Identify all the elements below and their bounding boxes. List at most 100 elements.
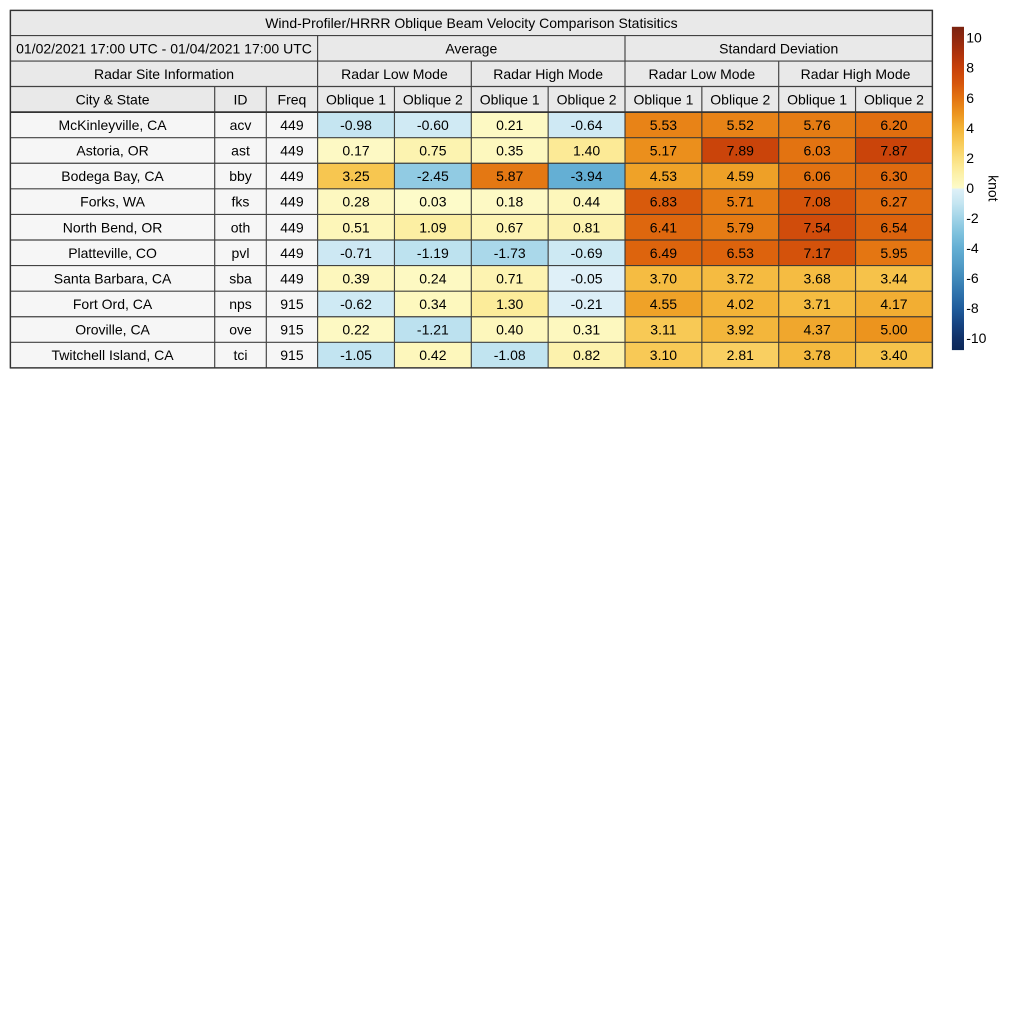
svg-text:6.49: 6.49	[650, 245, 677, 261]
svg-text:4.17: 4.17	[880, 296, 907, 312]
svg-text:pvl: pvl	[232, 245, 250, 261]
svg-text:-0.71: -0.71	[340, 245, 372, 261]
svg-text:tci: tci	[234, 347, 248, 363]
svg-text:Average: Average	[445, 40, 497, 56]
svg-text:7.87: 7.87	[880, 143, 907, 159]
svg-text:ast: ast	[231, 143, 250, 159]
svg-text:0.21: 0.21	[496, 117, 523, 133]
svg-text:01/02/2021 17:00 UTC - 01/04/2: 01/02/2021 17:00 UTC - 01/04/2021 17:00 …	[16, 40, 312, 56]
svg-text:bby: bby	[229, 168, 252, 184]
svg-text:0.03: 0.03	[419, 194, 446, 210]
svg-text:-0.60: -0.60	[417, 117, 449, 133]
svg-text:Forks, WA: Forks, WA	[80, 194, 145, 210]
svg-text:3.72: 3.72	[727, 270, 754, 286]
svg-text:449: 449	[280, 117, 304, 133]
svg-text:6.06: 6.06	[803, 168, 830, 184]
svg-text:Oblique 1: Oblique 1	[787, 91, 847, 107]
svg-text:fks: fks	[232, 194, 250, 210]
svg-text:8: 8	[966, 60, 974, 76]
svg-text:Oblique 1: Oblique 1	[633, 91, 693, 107]
svg-text:Freq: Freq	[278, 91, 307, 107]
svg-text:5.17: 5.17	[650, 143, 677, 159]
svg-text:0.17: 0.17	[342, 143, 369, 159]
svg-text:0.81: 0.81	[573, 219, 600, 235]
svg-text:Twitchell Island, CA: Twitchell Island, CA	[51, 347, 174, 363]
svg-text:3.68: 3.68	[803, 270, 830, 286]
svg-text:3.78: 3.78	[803, 347, 830, 363]
svg-text:5.87: 5.87	[496, 168, 523, 184]
svg-text:Oblique 2: Oblique 2	[403, 91, 463, 107]
svg-text:7.17: 7.17	[803, 245, 830, 261]
svg-text:0.34: 0.34	[419, 296, 446, 312]
svg-text:0.24: 0.24	[419, 270, 446, 286]
svg-text:0.28: 0.28	[342, 194, 369, 210]
svg-text:1.30: 1.30	[496, 296, 523, 312]
svg-text:449: 449	[280, 245, 304, 261]
svg-text:Wind-Profiler/HRRR Oblique Bea: Wind-Profiler/HRRR Oblique Beam Velocity…	[265, 15, 677, 31]
svg-text:Oblique 2: Oblique 2	[710, 91, 770, 107]
svg-text:-0.64: -0.64	[571, 117, 603, 133]
svg-text:0.71: 0.71	[496, 270, 523, 286]
svg-text:0.82: 0.82	[573, 347, 600, 363]
svg-text:-0.05: -0.05	[571, 270, 603, 286]
svg-text:Bodega Bay, CA: Bodega Bay, CA	[61, 168, 164, 184]
svg-text:0.40: 0.40	[496, 322, 523, 338]
svg-text:-1.05: -1.05	[340, 347, 372, 363]
svg-text:Oblique 1: Oblique 1	[326, 91, 386, 107]
svg-text:Radar High Mode: Radar High Mode	[493, 66, 603, 82]
svg-text:-10: -10	[966, 330, 986, 346]
svg-text:4.37: 4.37	[803, 322, 830, 338]
svg-text:5.79: 5.79	[727, 219, 754, 235]
svg-text:7.08: 7.08	[803, 194, 830, 210]
svg-text:5.71: 5.71	[727, 194, 754, 210]
svg-text:North Bend, OR: North Bend, OR	[63, 219, 163, 235]
svg-text:Oblique 2: Oblique 2	[557, 91, 617, 107]
svg-text:5.76: 5.76	[803, 117, 830, 133]
svg-text:6.27: 6.27	[880, 194, 907, 210]
svg-text:6.54: 6.54	[880, 219, 907, 235]
svg-text:5.00: 5.00	[880, 322, 907, 338]
svg-text:ove: ove	[229, 322, 252, 338]
svg-text:-6: -6	[966, 270, 979, 286]
svg-text:4: 4	[966, 120, 974, 136]
svg-text:-0.62: -0.62	[340, 296, 372, 312]
svg-text:-2.45: -2.45	[417, 168, 449, 184]
svg-text:915: 915	[280, 322, 304, 338]
svg-text:449: 449	[280, 219, 304, 235]
svg-text:6.41: 6.41	[650, 219, 677, 235]
svg-text:-4: -4	[966, 240, 979, 256]
svg-text:3.70: 3.70	[650, 270, 677, 286]
svg-text:3.44: 3.44	[880, 270, 907, 286]
svg-text:449: 449	[280, 194, 304, 210]
svg-text:-1.21: -1.21	[417, 322, 449, 338]
svg-text:5.95: 5.95	[880, 245, 907, 261]
svg-text:-2: -2	[966, 210, 979, 226]
svg-text:0.44: 0.44	[573, 194, 600, 210]
svg-text:7.89: 7.89	[727, 143, 754, 159]
svg-text:6: 6	[966, 90, 974, 106]
svg-text:Radar Site Information: Radar Site Information	[94, 66, 234, 82]
svg-text:0.31: 0.31	[573, 322, 600, 338]
svg-text:5.52: 5.52	[727, 117, 754, 133]
svg-text:Platteville, CO: Platteville, CO	[68, 245, 157, 261]
svg-text:3.71: 3.71	[803, 296, 830, 312]
svg-text:3.40: 3.40	[880, 347, 907, 363]
svg-text:4.59: 4.59	[727, 168, 754, 184]
svg-text:Oroville, CA: Oroville, CA	[75, 322, 150, 338]
svg-text:oth: oth	[231, 219, 250, 235]
svg-text:1.09: 1.09	[419, 219, 446, 235]
svg-text:-1.08: -1.08	[494, 347, 526, 363]
svg-text:0: 0	[966, 180, 974, 196]
svg-text:acv: acv	[230, 117, 252, 133]
svg-text:0.39: 0.39	[342, 270, 369, 286]
svg-text:-1.73: -1.73	[494, 245, 526, 261]
svg-text:0.67: 0.67	[496, 219, 523, 235]
svg-text:4.02: 4.02	[727, 296, 754, 312]
svg-text:Oblique 1: Oblique 1	[480, 91, 540, 107]
svg-text:ID: ID	[234, 91, 248, 107]
svg-text:5.53: 5.53	[650, 117, 677, 133]
svg-text:Santa Barbara, CA: Santa Barbara, CA	[54, 270, 172, 286]
svg-text:6.83: 6.83	[650, 194, 677, 210]
svg-text:6.53: 6.53	[727, 245, 754, 261]
svg-text:3.11: 3.11	[650, 322, 676, 338]
